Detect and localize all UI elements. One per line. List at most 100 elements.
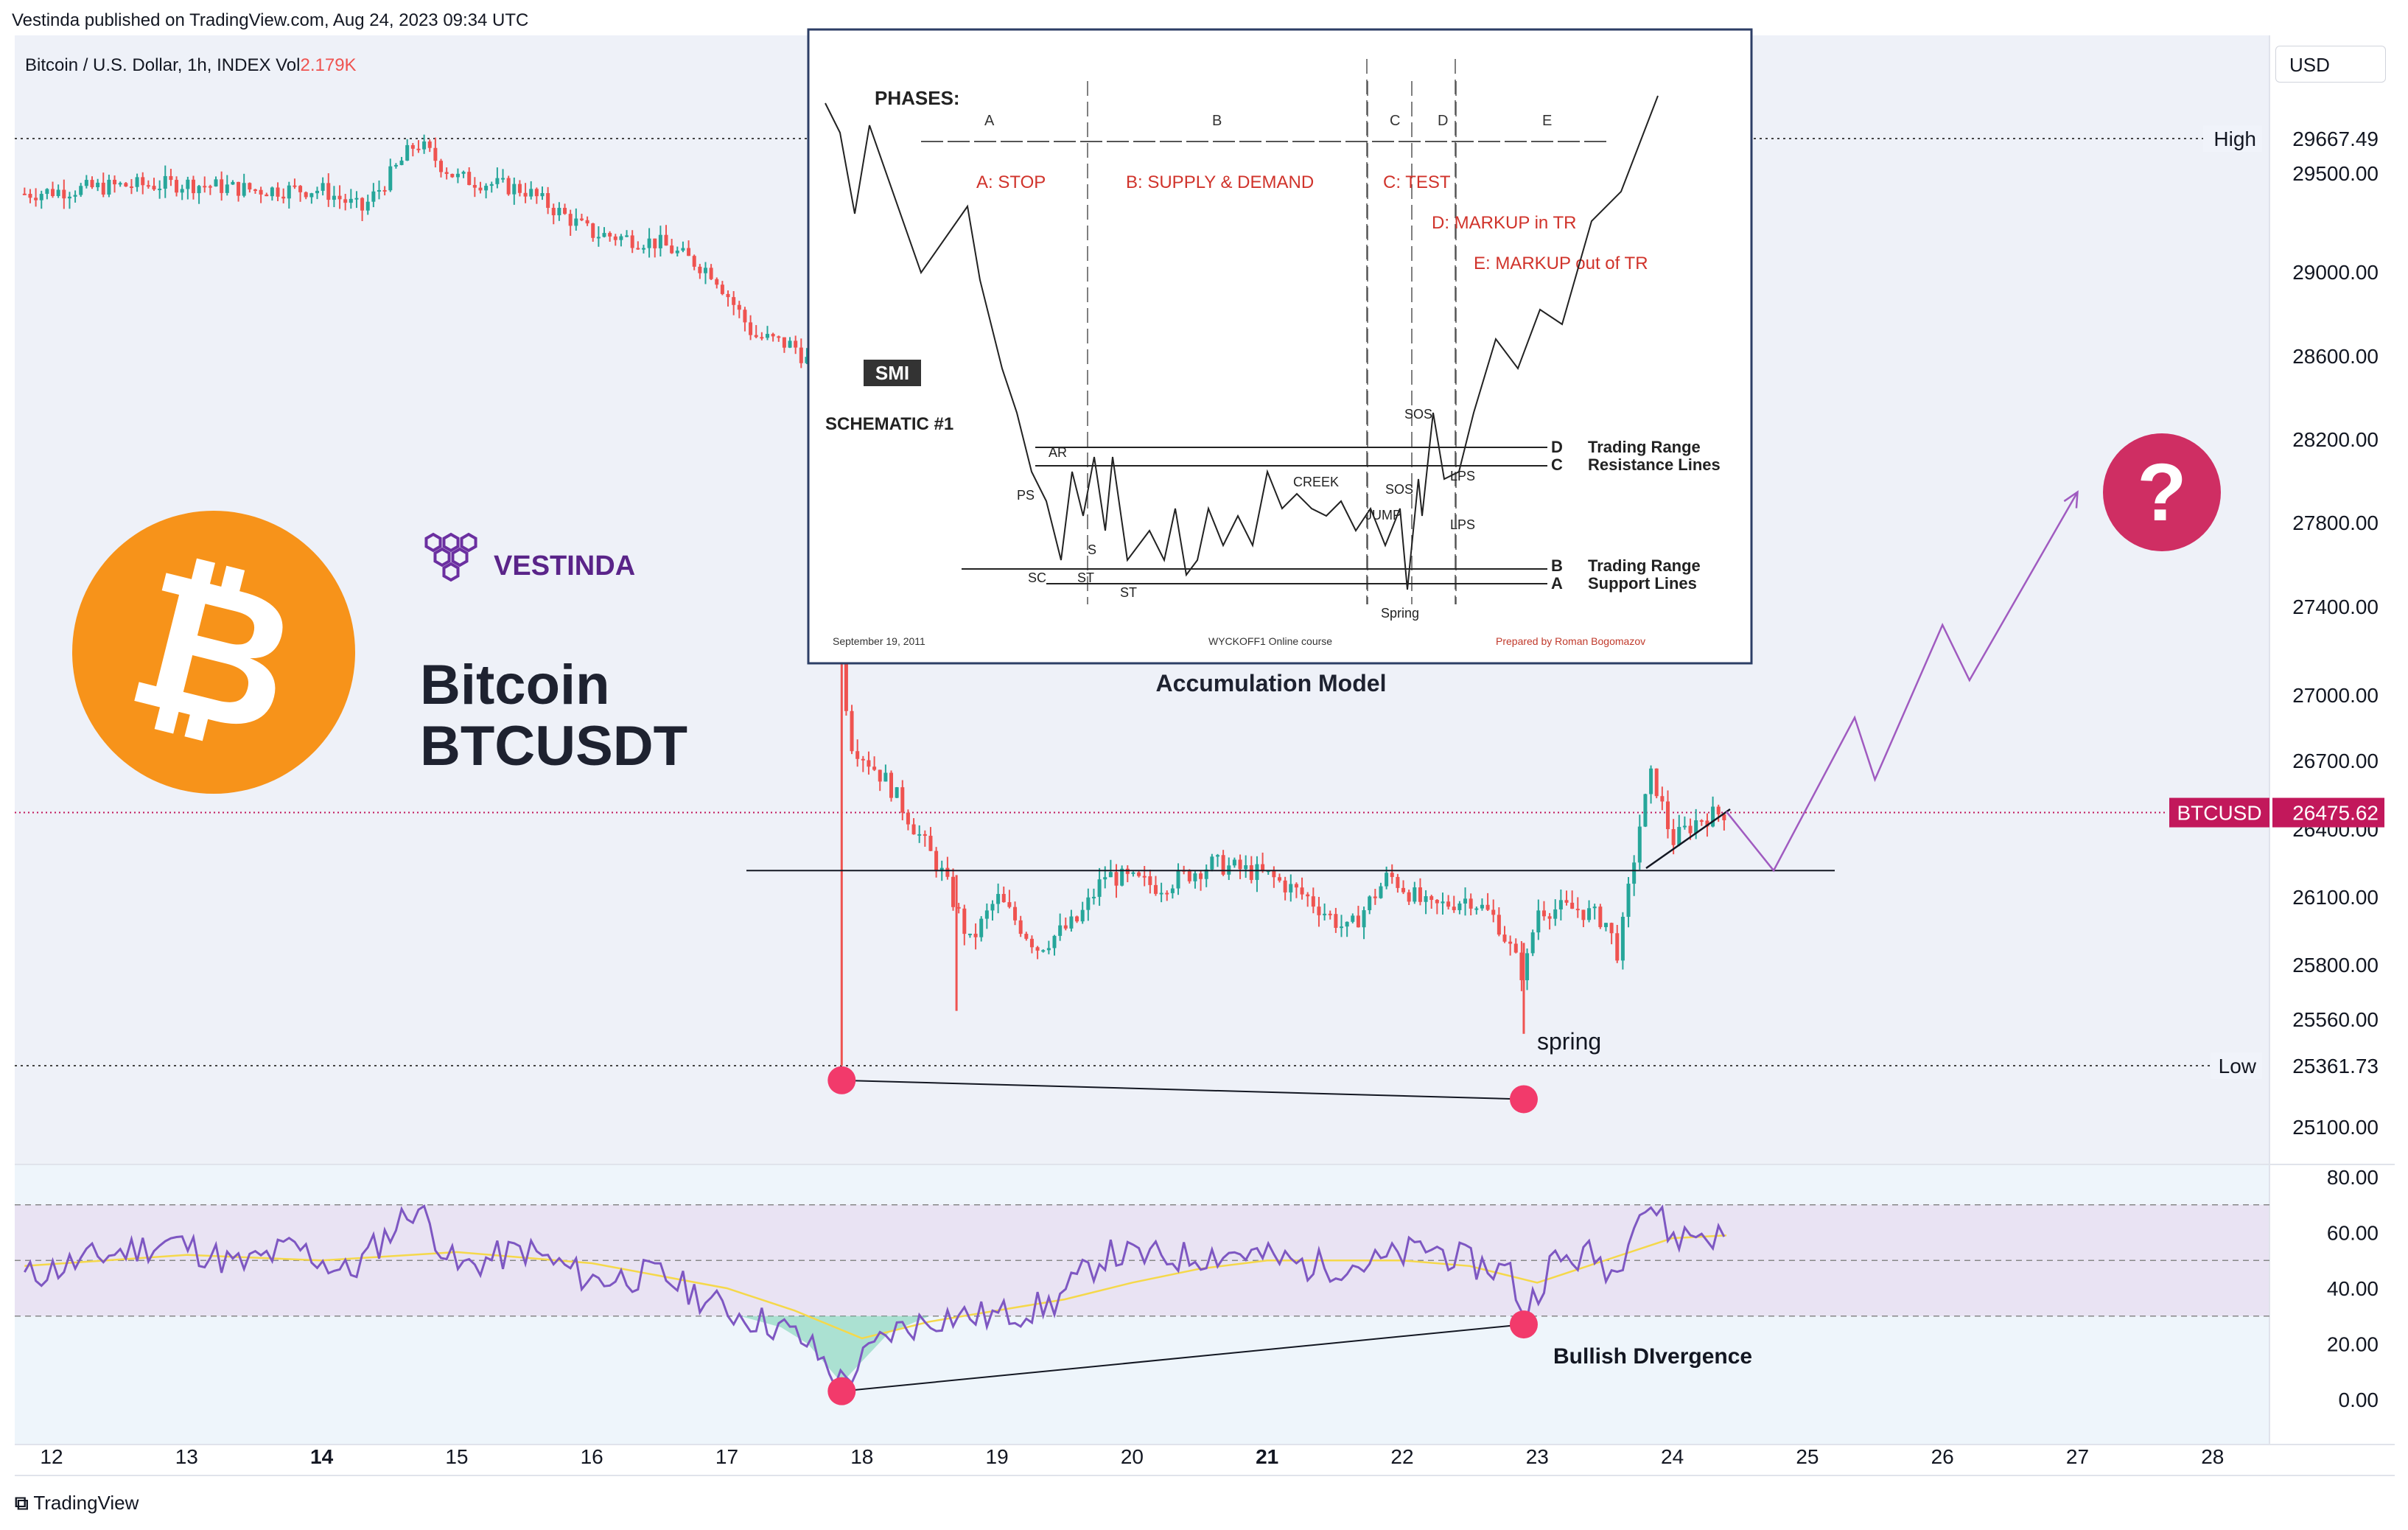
candle-body [1187, 870, 1191, 881]
candle-body [1035, 947, 1040, 951]
footer-brand: TradingView [33, 1492, 139, 1514]
time-tick-label: 25 [1796, 1445, 1819, 1468]
symbol-line: Bitcoin / U.S. Dollar, 1h, INDEX Vol2.17… [25, 55, 357, 75]
candle-body [298, 186, 303, 192]
candle-body [1373, 896, 1377, 898]
candle-body [276, 187, 280, 197]
price-tick-label: 26100.00 [2292, 886, 2379, 909]
candle-body [1086, 897, 1091, 910]
candle-body [585, 220, 589, 224]
candle-body [732, 297, 736, 305]
candle-body [1368, 896, 1372, 911]
price-divergence-line [841, 1079, 1524, 1100]
candle-body [1418, 887, 1422, 902]
candle-body [928, 836, 933, 851]
volume-value: 2.179K [301, 55, 357, 75]
candle-body [979, 918, 984, 937]
candle-body [444, 172, 449, 174]
coin-title: Bitcoin [420, 654, 610, 716]
candle-body [911, 824, 916, 835]
candle-body [1497, 915, 1501, 935]
candle-body [984, 910, 989, 919]
time-tick-label: 14 [310, 1445, 334, 1468]
candle-body [1244, 864, 1248, 870]
candle-body [788, 340, 792, 348]
candle-body [270, 187, 274, 197]
candle-body [670, 245, 674, 254]
candle-body [427, 141, 432, 148]
candle-body [1626, 884, 1631, 917]
candle-body [84, 180, 88, 186]
schematic-badge: SMI [875, 362, 909, 384]
time-tick-label: 20 [1121, 1445, 1144, 1468]
candle-body [1046, 948, 1051, 951]
schematic-phase-name: B: SUPPLY & DEMAND [1126, 172, 1314, 192]
schematic-phase-letter: A [984, 113, 995, 129]
tradingview-footer[interactable]: ⧉ TradingView [15, 1492, 139, 1515]
candle-body [681, 248, 685, 251]
currency-button[interactable]: USD [2275, 46, 2386, 83]
candle-body [1013, 907, 1018, 921]
candle-body [478, 187, 483, 191]
candle-body [186, 179, 190, 189]
vestinda-hex [442, 532, 460, 553]
candle-body [1069, 916, 1074, 929]
candle-body [45, 189, 49, 195]
candle-body [1041, 950, 1046, 952]
candle-body [1643, 794, 1648, 827]
accumulation-caption: Accumulation Model [1156, 670, 1387, 696]
candle-body [1716, 806, 1721, 814]
price-tick-label: 27400.00 [2292, 595, 2379, 618]
candle-body [765, 334, 769, 338]
candle-body [1413, 887, 1417, 902]
candle-body [794, 340, 798, 348]
time-tick-label: 15 [445, 1445, 468, 1468]
candle-body [1283, 880, 1287, 893]
schematic-phase-letter: E [1542, 113, 1552, 129]
candle-body [62, 189, 66, 199]
candle-body [591, 223, 595, 238]
candle-body [951, 876, 956, 907]
candle-body [658, 234, 662, 248]
candle-body [129, 186, 133, 189]
candle-body [1632, 862, 1637, 884]
time-tick-label: 13 [175, 1445, 198, 1468]
rsi-tick-label: 80.00 [2327, 1166, 2379, 1189]
candle-body [1649, 768, 1653, 794]
candle-body [1108, 872, 1113, 878]
candle-body [1097, 879, 1102, 897]
candle-body [1125, 868, 1130, 874]
time-tick-label: 23 [1526, 1445, 1549, 1468]
low-value: 25361.73 [2292, 1055, 2379, 1077]
candle-body [281, 196, 286, 199]
candle-body [1677, 827, 1681, 845]
candle-body [169, 175, 173, 181]
candle-body [1289, 884, 1293, 893]
candle-body [1665, 801, 1670, 830]
candle-body [1007, 902, 1012, 907]
candle-body [393, 164, 398, 167]
schematic-title: SCHEMATIC #1 [825, 414, 953, 434]
candle-body [73, 195, 77, 197]
schematic-footer-author: Prepared by Roman Bogomazov [1496, 635, 1645, 647]
candle-body [315, 190, 319, 194]
low-tag-bg [2211, 1052, 2262, 1079]
candle-body [1480, 904, 1484, 909]
candle-body [382, 189, 387, 192]
candle-body [1311, 896, 1315, 907]
last-symbol-tag [2169, 797, 2269, 828]
schematic-phase-name: A: STOP [976, 172, 1046, 192]
candle-body [1294, 884, 1298, 888]
candle-body [956, 907, 961, 909]
candle-body [889, 772, 894, 798]
time-tick-label: 18 [850, 1445, 873, 1468]
candle-body [1131, 872, 1135, 874]
schematic-phase-letter: C [1390, 113, 1400, 129]
candle-body [410, 144, 415, 149]
rsi-divergence-line [841, 1324, 1525, 1392]
candle-body [630, 235, 634, 248]
schematic-point-label: Spring [1381, 606, 1419, 621]
candle-body [636, 248, 640, 250]
candle-body [1660, 796, 1665, 802]
